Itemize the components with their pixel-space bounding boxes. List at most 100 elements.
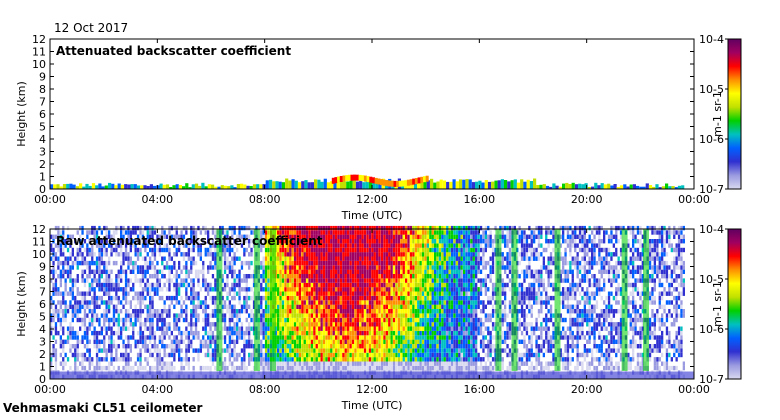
heatmap-cell bbox=[260, 295, 263, 301]
heatmap-cell bbox=[62, 361, 65, 366]
heatmap-cell bbox=[81, 256, 84, 261]
heatmap-cell bbox=[139, 239, 142, 244]
heatmap-cell bbox=[330, 234, 333, 239]
heatmap-cell bbox=[385, 260, 388, 266]
heatmap-cell bbox=[419, 247, 422, 253]
heatmap-cell bbox=[409, 304, 413, 309]
heatmap-cell bbox=[607, 183, 611, 189]
heatmap-cell bbox=[236, 357, 239, 362]
heatmap-cell bbox=[124, 243, 128, 248]
heatmap-cell bbox=[146, 344, 149, 349]
heatmap-cell bbox=[327, 230, 330, 235]
heatmap-cell bbox=[330, 348, 333, 353]
heatmap-cell bbox=[424, 230, 427, 235]
heatmap-cell bbox=[124, 357, 128, 362]
heatmap-cell bbox=[446, 330, 449, 336]
heatmap-cell bbox=[293, 335, 297, 340]
heatmap-cell bbox=[211, 230, 215, 235]
heatmap-cell bbox=[320, 348, 323, 353]
heatmap-cell bbox=[260, 260, 263, 266]
heatmap-cell bbox=[448, 352, 451, 358]
heatmap-cell bbox=[54, 352, 58, 358]
heatmap-cell bbox=[397, 326, 401, 331]
heatmap-cell bbox=[359, 326, 362, 331]
heatmap-cell bbox=[71, 352, 74, 358]
heatmap-cells bbox=[50, 225, 694, 379]
heatmap-cell bbox=[363, 304, 367, 309]
heatmap-cell bbox=[260, 344, 263, 349]
heatmap-cell bbox=[277, 309, 280, 314]
heatmap-cell bbox=[236, 313, 239, 318]
heatmap-cell bbox=[434, 339, 437, 344]
heatmap-cell bbox=[368, 225, 372, 231]
heatmap-cell bbox=[132, 269, 135, 274]
heatmap-cell bbox=[342, 247, 345, 253]
heatmap-cell bbox=[117, 309, 120, 314]
heatmap-cell bbox=[74, 365, 77, 371]
heatmap-cell bbox=[83, 300, 87, 305]
heatmap-cell bbox=[144, 282, 147, 288]
heatmap-cell bbox=[356, 274, 359, 279]
heatmap-cell bbox=[301, 230, 304, 235]
heatmap-cell bbox=[363, 330, 367, 336]
heatmap-cell bbox=[233, 269, 236, 274]
heatmap-cell bbox=[71, 309, 74, 314]
heatmap-cell bbox=[79, 239, 82, 244]
heatmap-cell bbox=[88, 282, 91, 288]
heatmap-cell bbox=[414, 225, 417, 231]
heatmap-cell bbox=[127, 265, 130, 270]
heatmap-cell bbox=[298, 234, 301, 239]
heatmap-cell bbox=[95, 185, 99, 189]
heatmap-cell bbox=[356, 339, 359, 344]
heatmap-cell bbox=[301, 304, 304, 309]
heatmap-cell bbox=[262, 335, 265, 340]
heatmap-cell bbox=[383, 239, 386, 244]
heatmap-cell bbox=[291, 269, 294, 274]
heatmap-cell bbox=[197, 352, 200, 358]
heatmap-cell bbox=[289, 304, 292, 309]
heatmap-cell bbox=[110, 247, 113, 253]
heatmap-cell bbox=[50, 247, 53, 253]
heatmap-cell bbox=[163, 309, 166, 314]
heatmap-cell bbox=[221, 335, 224, 340]
heatmap-cell bbox=[337, 309, 340, 314]
heatmap-cell bbox=[291, 344, 294, 349]
heatmap-cell bbox=[414, 291, 417, 296]
heatmap-cell bbox=[110, 317, 113, 323]
heatmap-cell bbox=[211, 256, 215, 261]
heatmap-cell bbox=[192, 278, 195, 283]
heatmap-cell bbox=[395, 309, 398, 314]
heatmap-cell bbox=[286, 278, 289, 283]
heatmap-cell bbox=[395, 326, 398, 331]
heatmap-cell bbox=[149, 260, 152, 266]
heatmap-cell bbox=[64, 352, 67, 358]
heatmap-cell bbox=[233, 282, 236, 288]
heatmap-cell bbox=[363, 322, 367, 327]
heatmap-cell bbox=[552, 183, 556, 189]
heatmap-cell bbox=[112, 344, 116, 349]
heatmap-cell bbox=[320, 330, 323, 336]
heatmap-cell bbox=[342, 291, 345, 296]
heatmap-cell bbox=[115, 274, 118, 279]
heatmap-cell bbox=[313, 357, 316, 362]
heatmap-cell bbox=[231, 361, 234, 366]
heatmap-cell bbox=[412, 357, 415, 362]
heatmap-cell bbox=[255, 225, 258, 231]
heatmap-cell bbox=[342, 230, 345, 235]
heatmap-cell bbox=[424, 357, 427, 362]
heatmap-cell bbox=[162, 184, 166, 189]
heatmap-cell bbox=[383, 225, 386, 231]
heatmap-cell bbox=[204, 313, 207, 318]
heatmap-cell bbox=[436, 234, 439, 239]
heatmap-cell bbox=[168, 344, 171, 349]
heatmap-cell bbox=[308, 365, 311, 371]
heatmap-cell bbox=[441, 317, 444, 323]
heatmap-cell bbox=[264, 313, 268, 318]
heatmap-cell bbox=[436, 313, 439, 318]
heatmap-cell bbox=[339, 309, 343, 314]
heatmap-cell bbox=[332, 348, 335, 353]
heatmap-cell bbox=[158, 278, 161, 283]
heatmap-cell bbox=[361, 282, 364, 288]
heatmap-cell bbox=[95, 234, 99, 239]
heatmap-cell bbox=[57, 265, 60, 270]
